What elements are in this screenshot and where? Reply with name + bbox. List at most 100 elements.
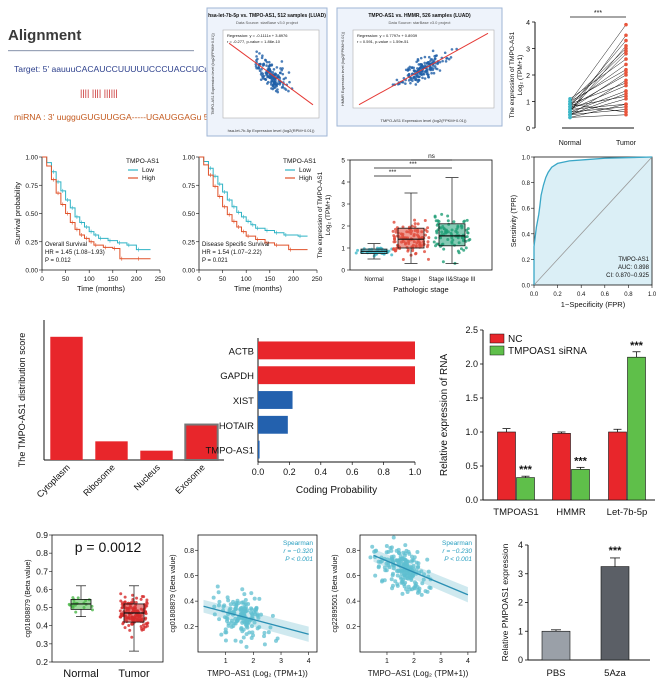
box-jitter-point [426, 243, 430, 247]
starbase-point [279, 67, 282, 70]
j-category-label: HMMR [556, 507, 586, 518]
l-point [216, 603, 221, 608]
g-ytick-label: 0.8 [522, 181, 531, 187]
l-point [219, 632, 224, 637]
starbase-point [432, 59, 436, 63]
k-category-label: Tumor [118, 668, 150, 680]
l-point [224, 618, 229, 623]
g-xlabel: 1−Specificity (FPR) [561, 300, 626, 309]
l-xtick-label: 3 [279, 658, 283, 665]
j-ytick-label: 2.0 [465, 359, 478, 369]
l-point [406, 549, 411, 554]
l-point [395, 573, 400, 578]
box-jitter-point [426, 240, 430, 244]
l-point [425, 557, 430, 562]
starbase-header: hsa-let-7b-5p vs. TMPO-AS1, 512 samples … [208, 13, 326, 19]
d-tumor-point [624, 81, 628, 85]
l-point [401, 577, 406, 582]
panel-h: The TMPO-AS1 distribution score Cytoplasm… [17, 320, 224, 499]
l-point [419, 569, 424, 574]
box-jitter-point [134, 600, 138, 604]
alignment-title: Alignment [8, 27, 81, 44]
j-legend-swatch [489, 345, 505, 356]
l-point [241, 635, 246, 640]
starbase-point [282, 77, 286, 81]
starbase-point [436, 62, 439, 66]
d-normal-point [568, 105, 572, 109]
box-jitter-point [413, 222, 417, 226]
starbase-point [281, 72, 285, 76]
d-tumor-point [624, 70, 628, 75]
e-legend-label: Low [142, 167, 154, 174]
d-pair-line [569, 85, 627, 110]
l-point [228, 606, 233, 611]
e-km-curve-low [42, 156, 151, 251]
starbase-point [427, 62, 431, 65]
box-jitter-point [411, 249, 415, 253]
l-point [396, 558, 401, 563]
l-point [225, 595, 230, 600]
starbase-point [421, 76, 424, 80]
g-ytick-label: 0.2 [522, 258, 531, 264]
l-point [390, 571, 395, 576]
starbase-point [427, 73, 430, 76]
l-point [391, 535, 396, 540]
l-point [393, 579, 398, 584]
box-jitter-point [452, 220, 456, 224]
box-jitter-point [127, 623, 131, 627]
k-ytick-label: 0.2 [36, 657, 48, 667]
l-point [257, 625, 262, 630]
e-ytick-label: 0.00 [25, 268, 38, 275]
starbase-point [260, 67, 263, 71]
j-significance: *** [519, 464, 533, 476]
e-annotation: P = 0.021 [202, 258, 228, 264]
starbase-stat: r = 0.591, p-value = 1.59e-51 [357, 39, 409, 44]
starbase-point [423, 55, 427, 59]
m-significance: *** [609, 545, 623, 557]
e-ytick-label: 0.75 [182, 183, 195, 190]
g-xtick-label: 0.6 [601, 292, 610, 298]
f-ytick-label: 1 [341, 246, 345, 253]
target-seq-part: CACAUCCUUUUUCCCUACCUCu [75, 64, 209, 74]
starbase-point [423, 77, 427, 80]
l-point [386, 563, 391, 568]
box-jitter-point [427, 236, 431, 240]
e-xtick-label: 200 [288, 276, 299, 283]
l-point [240, 629, 245, 634]
m-bar [541, 630, 571, 661]
starbase-point [428, 68, 432, 71]
l-point [253, 608, 258, 613]
j-ylabel: Relative expression of RNA [439, 354, 450, 477]
e-xtick-label: 100 [84, 276, 95, 283]
k-ytick-label: 0.8 [36, 548, 48, 558]
e-xtick-label: 50 [62, 276, 70, 283]
e-annotation: HR = 1.54 (1.07−2.22) [202, 250, 262, 256]
d-tumor-point [624, 89, 628, 93]
l-point [406, 572, 411, 577]
l-point [411, 563, 416, 568]
l-ylabel: cg01808879 (Beta value) [170, 554, 177, 632]
e-xtick-label: 0 [197, 276, 201, 283]
d-tumor-point [624, 83, 628, 88]
e-annotation: Overall Survival [45, 242, 87, 248]
starbase-point [417, 63, 421, 66]
d-ytick-label: 3 [526, 47, 530, 54]
j-ytick-label: 2.5 [465, 325, 478, 335]
starbase-point [447, 57, 451, 61]
f-ylabel: The expression of TMPO-AS1 [317, 171, 324, 258]
starbase-point [395, 78, 399, 82]
f-comparison-label: *** [389, 169, 397, 176]
e-ytick-label: 0.25 [182, 239, 195, 246]
i-bar [258, 440, 260, 459]
l-point [402, 584, 407, 589]
starbase-point [438, 60, 442, 64]
box-jitter-point [466, 231, 470, 235]
box-jitter-point [145, 598, 149, 602]
k-ytick-label: 0.3 [36, 639, 48, 649]
e-legend-title: TMPO-AS1 [283, 158, 317, 165]
l-stat: r = −0.320 [283, 548, 313, 555]
box-jitter-point [123, 626, 127, 630]
l-fit-line [373, 554, 469, 596]
d-tumor-point [624, 38, 628, 43]
